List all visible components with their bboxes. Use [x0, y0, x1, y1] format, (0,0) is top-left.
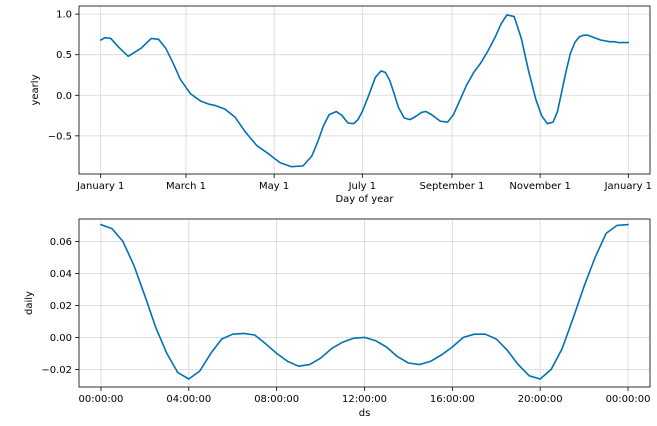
daily-x-tick-label-5: 20:00:00	[518, 394, 563, 405]
daily-x-tick-label-1: 04:00:00	[166, 394, 211, 405]
yearly-x-tick-label-4: September 1	[420, 181, 485, 192]
yearly-x-axis-label: Day of year	[335, 194, 394, 205]
yearly-x-tick-label-6: January 1	[604, 181, 652, 192]
yearly-y-tick-label-3: −0.5	[48, 131, 72, 142]
yearly-y-axis-label: yearly	[30, 74, 41, 105]
daily-series-line-0	[100, 223, 629, 380]
daily-x-axis-label: ds	[359, 408, 371, 419]
daily-y-axis-label: daily	[24, 291, 35, 315]
daily-x-tick-label-3: 12:00:00	[342, 394, 387, 405]
daily-y-tick-label-1: 0.04	[50, 269, 72, 280]
yearly-x-tick-label-0: January 1	[76, 181, 124, 192]
yearly-panel: January 1 March 1 May 1 July 1 September 1 No…	[30, 5, 652, 205]
daily-x-tick-label-2: 08:00:00	[254, 394, 299, 405]
yearly-x-tick-label-3: July 1	[348, 181, 377, 192]
yearly-y-tick-label-1: 0.5	[56, 50, 72, 61]
yearly-x-tick-label-5: November 1	[509, 181, 571, 192]
daily-x-tick-label-0: 00:00:00	[79, 394, 124, 405]
daily-panel: 00:00:00 04:00:00 08:00:00 12:00:00 16:00:00…	[24, 218, 651, 419]
daily-x-tick-label-4: 16:00:00	[430, 394, 475, 405]
daily-y-tick-label-2: 0.02	[50, 301, 72, 312]
daily-y-tick-label-0: 0.06	[50, 237, 72, 248]
yearly-axes-frame	[78, 5, 651, 175]
yearly-y-tick-label-0: 1.0	[56, 10, 72, 21]
yearly-x-tick-label-1: March 1	[166, 181, 206, 192]
daily-y-tick-label-4: −0.02	[41, 365, 72, 376]
daily-y-tick-label-3: 0.00	[50, 333, 72, 344]
yearly-x-tick-label-2: May 1	[259, 181, 289, 192]
yearly-series-line-0	[99, 14, 630, 168]
yearly-y-tick-label-2: 0.0	[56, 91, 72, 102]
daily-x-tick-label-6: 00:00:00	[606, 394, 651, 405]
